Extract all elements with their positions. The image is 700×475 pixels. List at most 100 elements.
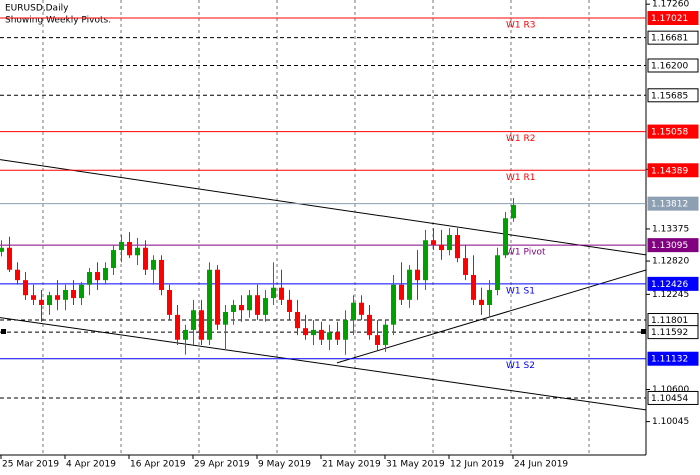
candle-body — [303, 328, 308, 336]
price-box — [647, 10, 699, 25]
level-label: W1 R2 — [506, 134, 535, 144]
price-box — [647, 30, 699, 45]
price-box-label: 1.11801 — [651, 316, 688, 326]
candle-body — [359, 302, 364, 315]
candle-body — [191, 310, 196, 330]
price-box-label: 1.15685 — [651, 91, 688, 101]
candle-body — [167, 289, 172, 315]
level-label: W1 S1 — [506, 286, 535, 296]
candle-body — [127, 241, 132, 256]
candle-body — [247, 295, 252, 311]
x-tick-label: 31 May 2019 — [386, 460, 445, 470]
price-box-label: 1.11132 — [651, 355, 688, 365]
candle-body — [63, 289, 68, 300]
candle-body — [151, 259, 156, 270]
x-tick-label: 24 Jun 2019 — [514, 460, 568, 470]
candle-body — [15, 269, 20, 281]
candle-body — [343, 320, 348, 340]
candle-body — [439, 244, 444, 251]
x-tick-label: 29 Apr 2019 — [194, 460, 250, 470]
price-box-label: 1.16200 — [651, 61, 688, 71]
candle-body — [231, 305, 236, 312]
chart-title: EURUSD,Daily — [5, 4, 69, 14]
price-box-label: 1.14389 — [651, 166, 688, 176]
price-box — [647, 325, 699, 340]
candle-body — [271, 287, 276, 299]
candle-body — [103, 268, 108, 281]
level-label: W1 Pivot — [506, 248, 546, 258]
candle-body — [263, 298, 268, 315]
x-tick-label: 21 May 2019 — [322, 460, 381, 470]
candle-body — [391, 284, 396, 325]
candle-body — [71, 289, 76, 299]
y-tick-label: 1.17260 — [652, 0, 689, 10]
trendline — [0, 317, 647, 411]
price-box-label: 1.10454 — [651, 394, 688, 404]
y-tick-label: 1.12245 — [652, 290, 689, 300]
candle-body — [199, 310, 204, 340]
candle-body — [175, 314, 180, 340]
candle-body — [47, 295, 52, 306]
y-tick-label: 1.10045 — [652, 417, 689, 427]
candle-body — [279, 287, 284, 300]
level-label: W1 R1 — [506, 173, 535, 183]
candle-body — [399, 284, 404, 300]
candle-body — [79, 284, 84, 299]
price-box-label: 1.13095 — [651, 241, 688, 251]
candle-body — [287, 299, 292, 312]
candle-body — [255, 295, 260, 315]
shift-marker — [641, 329, 646, 334]
candle-body — [463, 258, 468, 275]
x-tick-label: 9 May 2019 — [258, 460, 311, 470]
price-box-label: 1.13812 — [651, 200, 688, 210]
trendline — [0, 159, 647, 256]
candle-body — [311, 329, 316, 336]
candle-body — [31, 295, 36, 300]
y-tick-label: 1.10600 — [652, 385, 689, 395]
candle-body — [351, 302, 356, 321]
candle-body — [135, 247, 140, 256]
candle-body — [495, 255, 500, 290]
price-box-label: 1.12426 — [651, 280, 688, 290]
candle-body — [383, 324, 388, 345]
candle-body — [95, 272, 100, 281]
price-box — [647, 124, 699, 139]
candle-body — [239, 305, 244, 311]
price-box-label: 1.15058 — [651, 128, 688, 138]
candle-body — [407, 269, 412, 300]
candle-body — [143, 247, 148, 270]
level-label: W1 R3 — [506, 20, 535, 30]
price-box-label: 1.11592 — [651, 328, 688, 338]
candle-body — [471, 274, 476, 300]
candle-body — [87, 272, 92, 285]
candle-body — [119, 241, 124, 251]
candle-body — [455, 235, 460, 259]
price-box — [647, 390, 699, 405]
candle-body — [479, 299, 484, 306]
price-box — [647, 58, 699, 73]
candle-body — [55, 295, 60, 300]
candle-body — [319, 329, 324, 340]
level-label: W1 S2 — [506, 361, 535, 371]
candle-body — [7, 247, 12, 270]
candle-body — [335, 332, 340, 340]
candle-body — [223, 311, 228, 325]
candle-body — [207, 269, 212, 340]
candle-body — [183, 329, 188, 340]
shift-marker — [1, 329, 6, 334]
y-tick-label: 1.13375 — [652, 224, 689, 234]
price-box-label: 1.17021 — [651, 14, 688, 24]
candle-body — [487, 289, 492, 306]
candle-body — [415, 269, 420, 281]
candle-body — [327, 332, 332, 340]
price-box — [647, 163, 699, 178]
price-box — [647, 196, 699, 211]
candle-body — [295, 311, 300, 329]
price-box — [647, 351, 699, 366]
price-box — [647, 276, 699, 291]
candle-body — [431, 240, 436, 245]
x-tick-label: 16 Apr 2019 — [130, 460, 186, 470]
price-box-label: 1.16681 — [651, 34, 688, 44]
